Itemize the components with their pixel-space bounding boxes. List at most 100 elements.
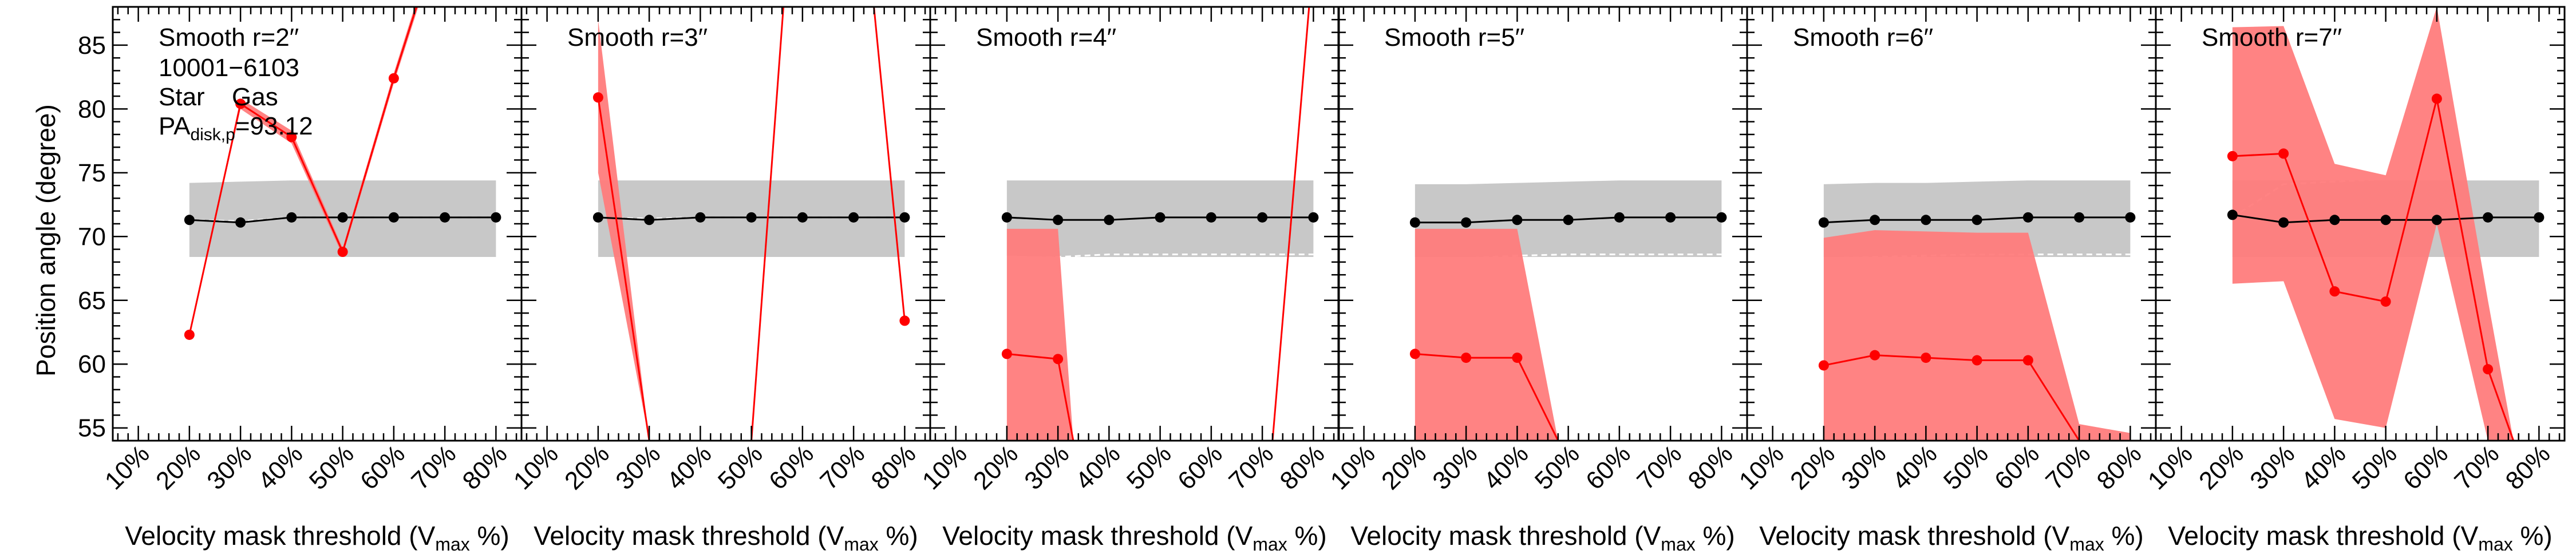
x-tick-label: 20% (1376, 440, 1432, 495)
x-tick-label: 20% (968, 440, 1024, 495)
x-tick-label: 80% (2500, 440, 2556, 495)
x-tick-label: 60% (764, 440, 819, 495)
panel-6: 10%20%30%40%50%60%70%80% Velocity mask th… (2143, 6, 2566, 555)
star-point (848, 212, 859, 223)
gas-series-line (188, 7, 418, 335)
x-tick-label: 70% (406, 440, 461, 495)
legend-gas: Gas (232, 83, 278, 111)
x-tick-label: 50% (1530, 440, 1585, 495)
gas-point (388, 73, 399, 84)
x-axis-label: Velocity mask threshold (Vmax %) (534, 521, 918, 555)
gas-point (1053, 354, 1064, 365)
x-tick-label: 30% (610, 440, 666, 495)
panel-title: Smooth r=2′′ (159, 23, 299, 52)
gas-series-line (597, 7, 906, 441)
star-point (1409, 217, 1420, 228)
gas-series-line (1006, 7, 1310, 441)
panel-3: 10%20%30%40%50%60%70%80% Velocity mask th… (917, 6, 1340, 555)
star-point (2074, 212, 2085, 223)
gas-band (1415, 228, 1558, 441)
x-tick-label: 30% (2245, 440, 2300, 495)
plot-area (592, 7, 910, 441)
x-axis-label: Velocity mask threshold (Vmax %) (2168, 521, 2552, 555)
gas-point (1971, 355, 1982, 366)
gas-point (1461, 353, 1472, 363)
gas-point (592, 92, 603, 103)
star-point (1563, 215, 1574, 225)
star-point (2227, 209, 2238, 220)
x-tick-label: 70% (1223, 440, 1279, 495)
gas-point (1409, 349, 1420, 359)
star-point (2534, 212, 2545, 223)
x-tick-label: 40% (1070, 440, 1126, 495)
legend-star: Star (159, 83, 205, 111)
gas-point (1921, 353, 1931, 363)
star-point (1716, 212, 1727, 223)
gas-band (2232, 7, 2514, 441)
gas-point (2022, 355, 2033, 366)
y-tick-label: 60 (78, 350, 106, 378)
plot-area (1001, 7, 1319, 441)
star-point (746, 212, 757, 223)
gas-point (2380, 296, 2391, 307)
x-tick-label: 80% (2092, 440, 2147, 495)
star-point (2125, 212, 2136, 223)
x-tick-label: 60% (1581, 440, 1636, 495)
x-axis-label: Velocity mask threshold (Vmax %) (942, 521, 1326, 555)
x-tick-label: 10% (1734, 440, 1789, 495)
gas-point (1870, 350, 1880, 361)
x-tick-label: 70% (1631, 440, 1687, 495)
panel-title: Smooth r=7′′ (2202, 23, 2342, 52)
position-angle-label: PAdisk,p=93.12 (159, 112, 313, 144)
gas-point (184, 329, 195, 340)
star-point (1614, 212, 1625, 223)
x-tick-label: 50% (1938, 440, 1994, 495)
x-tick-label: 40% (1887, 440, 1943, 495)
x-tick-label: 80% (457, 440, 513, 495)
x-tick-label: 60% (355, 440, 410, 495)
x-tick-label: 20% (1785, 440, 1840, 495)
panel-title: Smooth r=4′′ (976, 23, 1116, 52)
star-point (1665, 212, 1676, 223)
star-point (1308, 212, 1319, 223)
x-tick-label: 80% (866, 440, 922, 495)
x-tick-label: 80% (1683, 440, 1739, 495)
panel-4: 10%20%30%40%50%60%70%80% Velocity mask th… (1325, 6, 1748, 555)
star-point (1461, 217, 1472, 228)
star-point (2278, 217, 2289, 228)
y-tick-label: 65 (78, 287, 106, 315)
gas-band (1006, 7, 1309, 441)
star-point (2483, 212, 2494, 223)
y-tick-label: 85 (78, 31, 106, 60)
x-axis-label: Velocity mask threshold (Vmax %) (125, 521, 509, 555)
panel-title: Smooth r=6′′ (1793, 23, 1933, 52)
star-point (235, 217, 246, 228)
panel-title: Smooth r=5′′ (1384, 23, 1524, 52)
gas-point (286, 132, 297, 143)
star-point (1971, 215, 1982, 225)
x-tick-label: 20% (2194, 440, 2249, 495)
gas-point (1512, 353, 1523, 363)
star-point (388, 212, 399, 223)
star-point (1257, 212, 1268, 223)
gas-point (2227, 151, 2238, 161)
gas-point (2431, 93, 2442, 104)
x-tick-label: 20% (151, 440, 206, 495)
x-tick-label: 70% (815, 440, 870, 495)
star-point (592, 212, 603, 223)
gas-point (2483, 364, 2494, 375)
star-point (2329, 215, 2340, 225)
x-tick-label: 10% (1325, 440, 1381, 495)
x-tick-label: 10% (508, 440, 564, 495)
x-tick-label: 30% (1836, 440, 1891, 495)
star-point (797, 212, 808, 223)
gas-point (337, 247, 348, 258)
star-point (2431, 215, 2442, 225)
plot-area (1818, 180, 2136, 441)
star-point (337, 212, 348, 223)
x-tick-label: 50% (304, 440, 359, 495)
x-tick-label: 30% (1427, 440, 1483, 495)
gas-point (1818, 360, 1829, 371)
plot-area (2227, 7, 2545, 441)
